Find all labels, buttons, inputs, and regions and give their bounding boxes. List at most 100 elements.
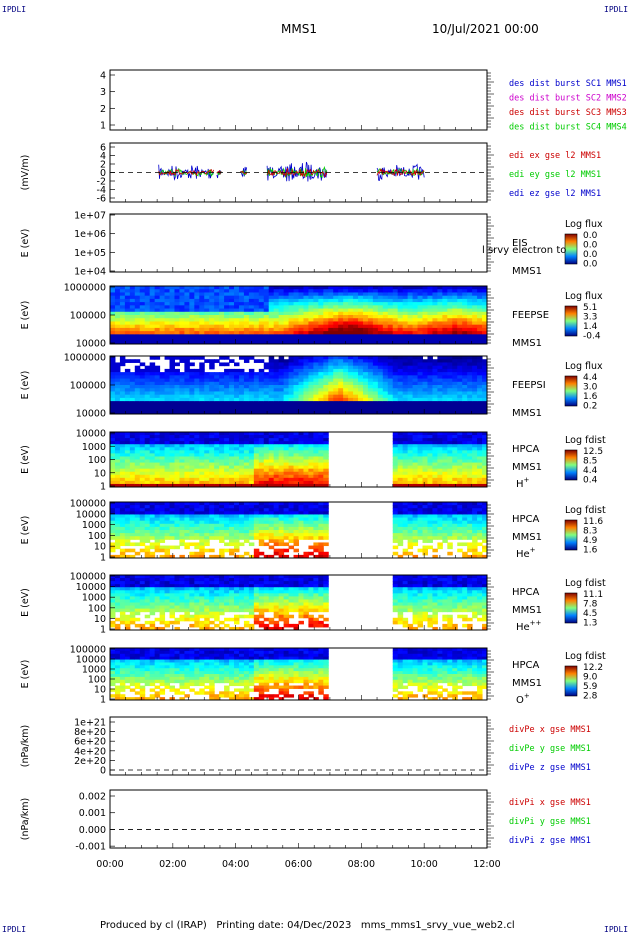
spectrogram-cell [382,375,389,380]
spectrogram-cell [437,514,443,519]
spectrogram-cell [169,530,175,534]
spectrogram-cell [114,459,121,464]
spectrogram-cell [243,289,250,293]
spectrogram-cell [159,340,166,345]
spectrogram-cell [124,548,131,553]
spectrogram-cell [139,459,146,464]
spectrogram-cell [427,401,433,405]
spectrogram-cell [214,324,220,329]
spectrogram-cell [477,397,483,402]
spectrogram-cell [273,474,280,479]
spectrogram-cell [348,385,354,389]
spectrogram-cell [472,362,478,367]
spectrogram-cell [392,315,399,319]
spectrogram-cell [263,508,270,512]
spectrogram-cell [402,523,409,528]
spectrogram-cell [129,456,136,460]
spectrogram-cell [248,502,255,506]
spectrogram-cell [372,372,379,376]
corner-label-top-left: IPDLI [2,5,27,14]
spectrogram-cell [110,517,116,522]
spectrogram-cell [278,508,285,512]
spectrogram-cell [169,508,175,512]
spectrogram-cell [139,520,146,525]
spectrogram-cell [139,530,146,534]
spectrogram-cell [437,365,443,370]
spectrogram-cell [209,435,215,439]
spectrogram-cell [283,459,290,464]
spectrogram-cell [298,502,304,506]
spectrogram-cell [164,438,171,442]
spectrogram-cell [234,483,240,488]
spectrogram-cell [234,337,240,342]
spectrogram-cell [283,394,290,399]
spectrogram-cell [293,295,299,300]
spectrogram-cell [318,551,324,556]
spectrogram-cell [184,545,190,550]
spectrogram-cell [412,530,419,534]
spectrogram-cell [472,450,478,454]
spectrogram-cell [338,324,344,329]
spectrogram-cell [273,539,280,543]
spectrogram-cell [110,450,116,454]
spectrogram-cell [268,435,275,439]
spectrogram-cell [278,401,285,405]
spectrogram-cell [174,474,180,479]
spectrogram-cell [253,302,260,306]
spectrogram-cell [159,514,166,519]
spectrogram-cell [214,289,220,293]
spectrogram-cell [119,321,126,326]
spectrogram-cell [397,298,404,303]
spectrogram-cell [184,526,190,531]
spectrogram-cell [392,289,399,293]
spectrogram-cell [219,378,225,383]
spectrogram-cell [298,477,304,482]
spectrogram-cell [447,394,453,399]
spectrogram-cell [214,526,220,531]
spectrogram-cell [253,410,260,415]
spectrogram-cell [248,315,255,319]
spectrogram-cell [432,447,438,451]
spectrogram-cell [293,385,299,389]
spectrogram-cell [248,505,255,509]
spectrogram-cell [129,404,136,409]
spectrogram-cell [209,381,215,386]
spectrogram-cell [323,441,329,445]
spectrogram-cell [214,388,220,392]
spectrogram-cell [382,362,389,367]
spectrogram-cell [114,394,121,399]
spectrogram-cell [303,308,309,313]
spectrogram-cell [164,372,171,376]
spectrogram-cell [323,372,329,376]
spectrogram-cell [338,388,344,392]
spectrogram-cell [174,385,180,389]
spectrogram-cell [328,298,334,303]
spectrogram-cell [149,327,156,332]
spectrogram-cell [382,318,389,322]
spectrogram-cell [323,407,329,412]
spectrogram-cell [273,391,280,396]
colorbar-title: Log flux [565,219,603,230]
spectrogram-cell [472,302,478,306]
spectrogram-cell [343,331,349,335]
spectrogram-cell [293,356,299,360]
spectrogram-cell [447,435,453,439]
spectrogram-cell [119,298,126,303]
spectrogram-cell [313,324,319,329]
spectrogram-cell [253,536,260,540]
spectrogram-cell [442,477,448,482]
spectrogram-cell [199,462,205,467]
spectrogram-cell [467,305,473,310]
spectrogram-cell [243,334,250,339]
spectrogram-cell [372,286,379,290]
spectrogram-cell [159,372,166,376]
spectrogram-cell [110,362,116,367]
spectrogram-cell [124,435,131,439]
spectrogram-cell [432,438,438,442]
spectrogram-cell [412,533,419,537]
spectrogram-cell [283,327,290,332]
spectrogram-cell [144,327,151,332]
spectrogram-cell [308,397,314,402]
spectrogram-cell [214,337,220,342]
spectrogram-cell [422,362,428,367]
